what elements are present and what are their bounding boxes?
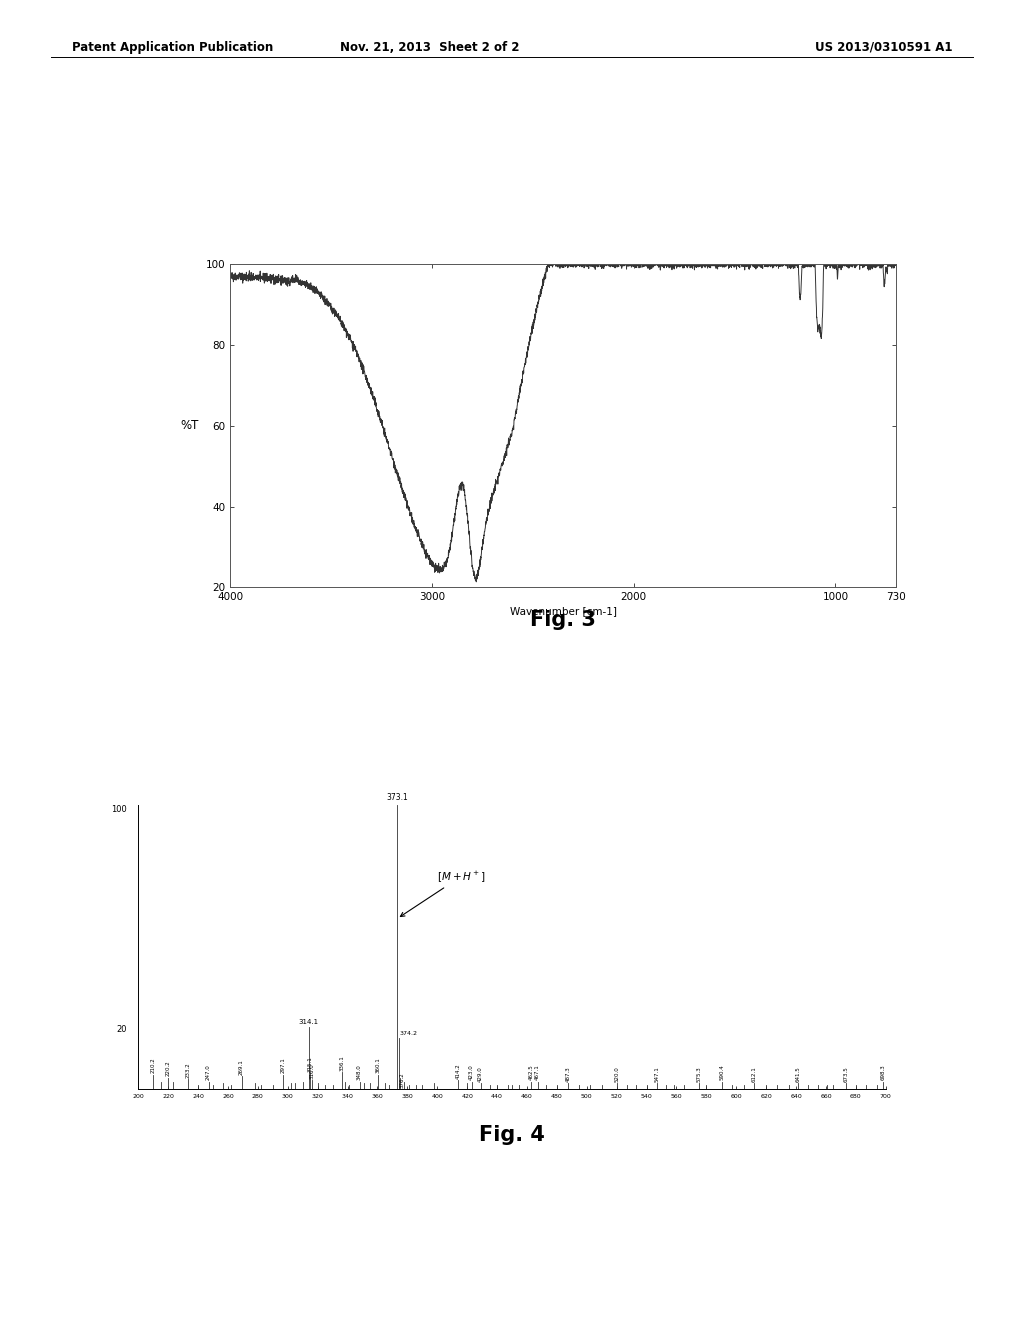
Text: 210.2: 210.2: [151, 1057, 156, 1073]
Text: 641.5: 641.5: [796, 1067, 801, 1082]
Text: 373.1: 373.1: [386, 793, 408, 803]
X-axis label: Wavenumber [cm-1]: Wavenumber [cm-1]: [510, 606, 616, 616]
Text: 429.0: 429.0: [478, 1067, 483, 1082]
Text: 247.0: 247.0: [206, 1065, 211, 1081]
Text: 360.1: 360.1: [375, 1057, 380, 1073]
Text: 487.3: 487.3: [565, 1067, 570, 1082]
Text: 233.2: 233.2: [185, 1061, 190, 1077]
Text: 348.0: 348.0: [357, 1065, 362, 1081]
Text: 297.1: 297.1: [281, 1057, 286, 1073]
Text: 590.4: 590.4: [720, 1065, 724, 1081]
Text: 673.5: 673.5: [844, 1067, 849, 1082]
Text: 336.1: 336.1: [339, 1055, 344, 1071]
Text: Fig. 4: Fig. 4: [479, 1125, 545, 1144]
Text: 612.1: 612.1: [752, 1067, 757, 1082]
Text: 520.0: 520.0: [614, 1067, 620, 1082]
Text: Patent Application Publication: Patent Application Publication: [72, 41, 273, 54]
Text: 269.1: 269.1: [239, 1059, 244, 1074]
Text: 423.0: 423.0: [469, 1065, 474, 1081]
Text: $[M+H^+]$: $[M+H^+]$: [400, 869, 486, 916]
Text: 100: 100: [112, 805, 127, 814]
Text: 376.2: 376.2: [399, 1072, 404, 1088]
Text: 467.1: 467.1: [536, 1065, 540, 1081]
Text: 414.2: 414.2: [456, 1064, 461, 1078]
Text: US 2013/0310591 A1: US 2013/0310591 A1: [815, 41, 952, 54]
Text: 575.3: 575.3: [696, 1067, 701, 1082]
Y-axis label: %T: %T: [180, 420, 199, 432]
Text: 698.3: 698.3: [881, 1065, 886, 1081]
Text: Fig. 3: Fig. 3: [530, 610, 596, 630]
Text: 316.0: 316.0: [309, 1064, 314, 1078]
Text: 547.1: 547.1: [654, 1067, 659, 1082]
Text: 462.5: 462.5: [528, 1065, 534, 1081]
Text: 315.1: 315.1: [308, 1056, 312, 1072]
Text: 220.2: 220.2: [166, 1060, 171, 1076]
Text: 314.1: 314.1: [299, 1019, 318, 1026]
Text: Nov. 21, 2013  Sheet 2 of 2: Nov. 21, 2013 Sheet 2 of 2: [340, 41, 520, 54]
Text: 20: 20: [117, 1024, 127, 1034]
Text: 374.2: 374.2: [399, 1031, 418, 1036]
